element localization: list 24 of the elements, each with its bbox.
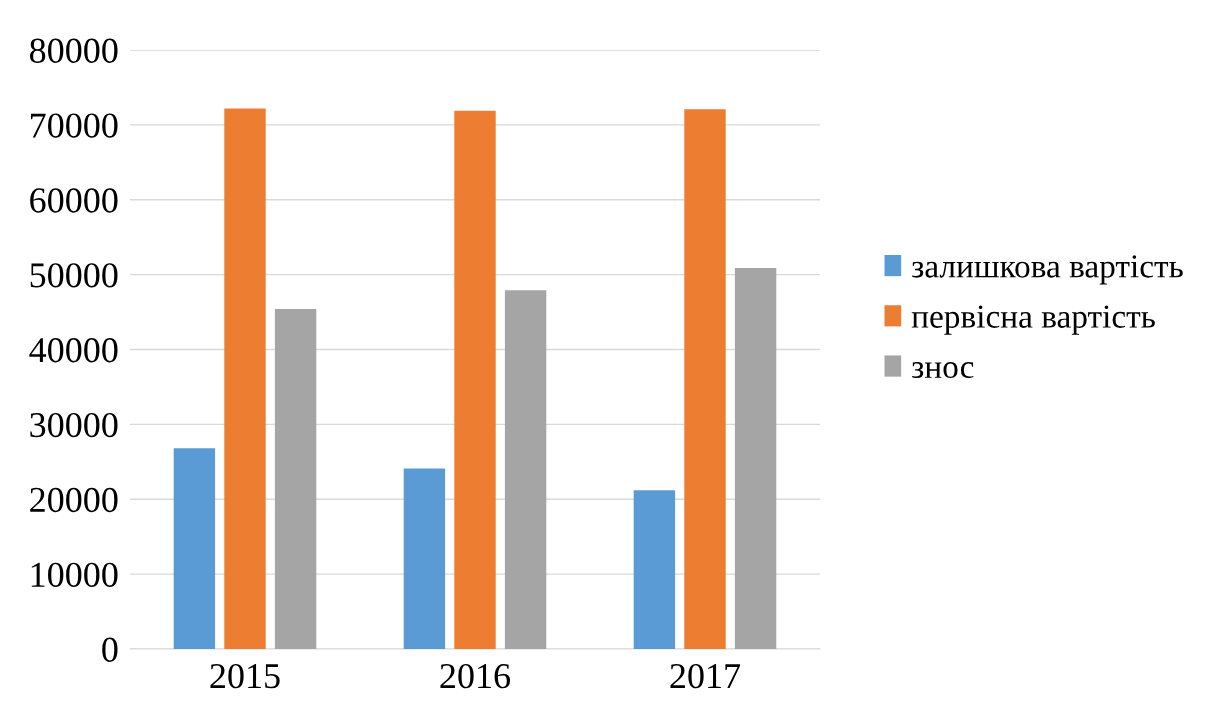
y-tick-label: 30000: [30, 412, 118, 438]
x-tick-label: 2017: [670, 663, 741, 689]
y-tick-label: 40000: [29, 338, 118, 363]
bar: [173, 448, 216, 649]
y-tick-label: 0: [102, 637, 118, 662]
y-tick-label: 10000: [31, 562, 118, 588]
bar: [274, 309, 317, 649]
x-tick-label: 2015: [210, 663, 280, 689]
bar: [734, 267, 777, 649]
bar: [454, 110, 496, 649]
y-tick-label: 70000: [30, 113, 118, 138]
legend-label: залишкова вартість: [912, 255, 1183, 285]
bar: [684, 109, 726, 649]
y-tick-label: 50000: [30, 263, 118, 288]
bar: [224, 108, 266, 649]
bar: [504, 290, 547, 649]
bar: [633, 490, 676, 649]
legend-label: знос: [912, 362, 974, 379]
y-tick-label: 60000: [30, 188, 118, 213]
bar: [403, 468, 446, 649]
legend-label: первісна вартість: [911, 305, 1155, 335]
x-tick-label: 2016: [440, 663, 511, 689]
y-tick-label: 80000: [29, 38, 118, 63]
y-tick-label: 20000: [30, 487, 118, 513]
